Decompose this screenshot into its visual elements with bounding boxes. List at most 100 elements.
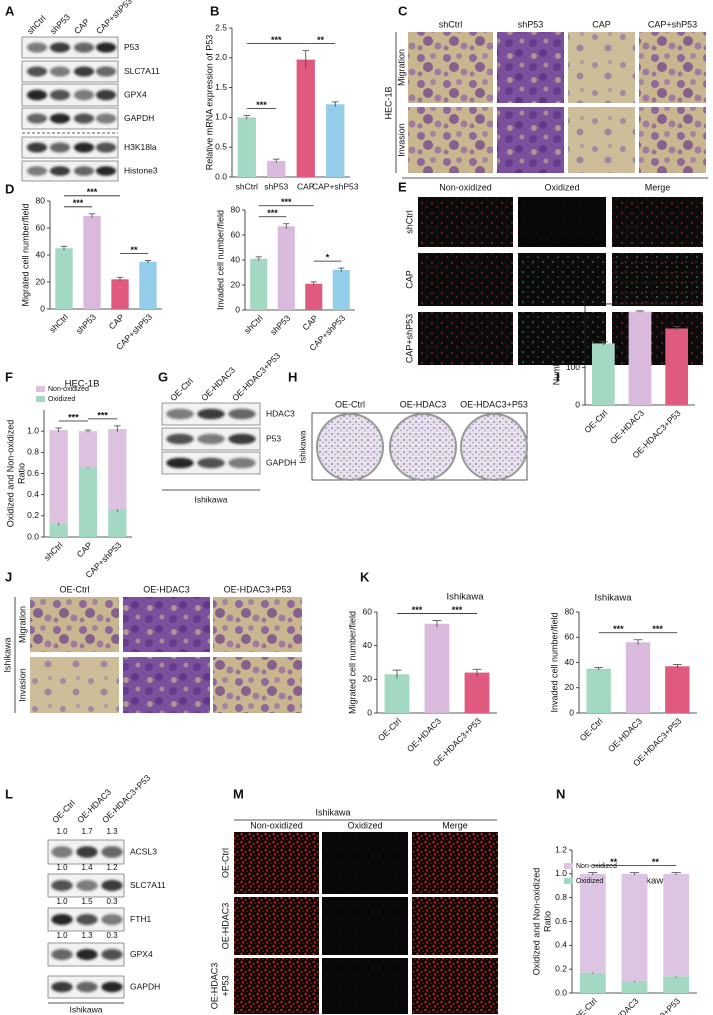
column-label: OE-Ctrl xyxy=(60,584,90,594)
significance-label: *** xyxy=(87,187,98,197)
panel-letter: I xyxy=(556,369,560,384)
row-label: Migration xyxy=(396,49,406,86)
bar xyxy=(250,258,268,310)
y-tick-label: 0.8 xyxy=(27,447,39,457)
panel-letter: K xyxy=(360,569,370,584)
lane-label: CAP xyxy=(72,16,92,36)
row-label: shCtrl xyxy=(404,210,414,234)
significance-label: *** xyxy=(652,624,663,634)
x-tick-label: OE-HDAC3 xyxy=(602,996,640,1015)
row-label: Invasion xyxy=(396,123,406,157)
band-label: Histone3 xyxy=(124,165,158,175)
micrograph xyxy=(322,832,408,894)
row-label: Invasion xyxy=(17,668,27,702)
y-tick-label: 0.0 xyxy=(555,987,567,997)
micrograph xyxy=(234,958,319,1014)
x-tick-label: shCtrl xyxy=(236,181,258,191)
blot-band xyxy=(51,948,73,961)
blot-band xyxy=(95,42,117,53)
blot-band xyxy=(49,89,71,101)
blot-band xyxy=(95,113,117,124)
y-tick-label: 0.4 xyxy=(27,489,39,499)
y-tick-label: 0.2 xyxy=(555,963,567,973)
blot-band xyxy=(166,433,194,445)
column-label: CAP xyxy=(592,19,611,29)
x-tick-label: CAP xyxy=(107,312,127,332)
column-label: Non-oxidized xyxy=(439,182,492,192)
y-tick-label: 80 xyxy=(565,606,575,616)
micrograph xyxy=(408,107,493,173)
column-label: shCtrl xyxy=(439,19,463,29)
y-tick-label: 0.2 xyxy=(27,510,39,520)
micrograph xyxy=(322,897,408,955)
bar-segment xyxy=(621,981,648,993)
x-tick-label: shP53 xyxy=(268,313,292,337)
panel-letter: B xyxy=(210,3,219,18)
blot-band xyxy=(95,66,117,77)
y-axis-label: Invaded cell number/field xyxy=(215,210,225,310)
significance-label: * xyxy=(326,253,330,263)
column-label: OE-HDAC3+P53 xyxy=(224,584,292,594)
blot-band xyxy=(73,166,95,176)
y-tick-label: 0.5 xyxy=(215,141,227,151)
micrograph xyxy=(568,107,635,173)
significance-label: *** xyxy=(97,410,108,420)
x-tick-label: shP53 xyxy=(264,181,288,191)
blot-band xyxy=(228,433,256,445)
x-tick-label: shCtrl xyxy=(47,312,70,335)
panel-letter: G xyxy=(158,369,168,384)
blot-band xyxy=(95,166,117,176)
blot-band xyxy=(95,142,117,153)
band-ratio: 1.0 xyxy=(56,931,68,940)
y-tick-label: 0 xyxy=(235,304,240,314)
y-tick-label: 60 xyxy=(231,229,241,239)
micrograph xyxy=(123,657,210,713)
bar-segment xyxy=(108,509,127,537)
y-tick-label: 60 xyxy=(565,632,575,642)
bar xyxy=(111,279,129,309)
y-tick-label: 1.0 xyxy=(27,425,39,435)
blot-band xyxy=(228,408,256,420)
blot-band xyxy=(49,166,71,176)
y-tick-label: 0.6 xyxy=(27,468,39,478)
band-label: P53 xyxy=(124,42,139,52)
y-axis-label: Number of clonies xyxy=(551,312,561,385)
x-tick-label: shP53 xyxy=(74,312,98,336)
y-tick-label: 80 xyxy=(231,204,241,214)
legend-swatch xyxy=(564,863,573,869)
bar-segment xyxy=(49,523,68,537)
panel-letter: E xyxy=(398,179,407,194)
band-label: GAPDH xyxy=(266,457,296,467)
band-label: GAPDH xyxy=(124,113,154,123)
y-axis-label: Invaded cell number/field xyxy=(549,612,559,712)
x-tick-label: OE-HDAC3 xyxy=(606,716,644,754)
chart-title: Ishikawa xyxy=(622,277,660,288)
y-tick-label: 300 xyxy=(566,287,580,297)
panel-letter: H xyxy=(288,369,297,384)
micrograph xyxy=(412,832,498,894)
blot-band xyxy=(26,166,48,176)
y-tick-label: 0 xyxy=(575,399,580,409)
legend-label: Oxidized xyxy=(576,878,603,885)
blot-band xyxy=(76,948,98,961)
band-ratio: 1.3 xyxy=(81,931,93,940)
significance-label: ** xyxy=(610,857,618,867)
y-tick-label: 0.0 xyxy=(215,171,227,181)
x-tick-label: OE-HDAC3 xyxy=(405,716,443,754)
bar xyxy=(384,674,410,713)
lane-label: CAP+shP53 xyxy=(94,0,134,36)
significance-label: *** xyxy=(412,605,423,615)
column-label: OE-Ctrl xyxy=(335,399,365,409)
bar xyxy=(296,59,315,178)
blot-band xyxy=(49,142,71,153)
cell-line-label: Ishikawa xyxy=(69,1004,102,1014)
bar xyxy=(625,642,651,713)
blot-band xyxy=(197,433,225,445)
significance-label: *** xyxy=(616,295,627,305)
y-tick-label: 1.0 xyxy=(555,868,567,878)
micrograph xyxy=(408,32,493,103)
grid-title: Ishikawa xyxy=(315,807,350,817)
micrograph xyxy=(418,312,513,365)
y-tick-label: 200 xyxy=(566,325,580,335)
y-tick-label: 100 xyxy=(566,362,580,372)
